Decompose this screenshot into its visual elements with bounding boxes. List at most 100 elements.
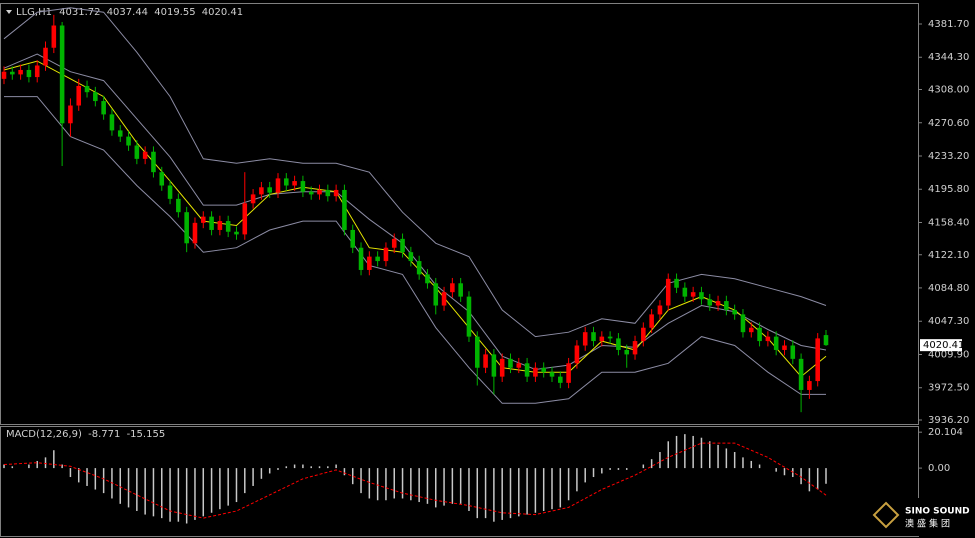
high: 4037.44 (107, 7, 148, 18)
candle-body (566, 363, 571, 383)
header: LLG,H1 4031.72 4037.44 4019.55 4020.41 (16, 7, 243, 18)
price-label-box (920, 339, 962, 352)
candle-body (68, 105, 73, 124)
candle-body (707, 299, 713, 306)
y-tick-label: 20.104 (928, 427, 963, 438)
candle-body (558, 376, 563, 383)
candle-body (225, 221, 231, 232)
candle-body (192, 222, 198, 244)
candle-body (549, 372, 555, 377)
candle-body (308, 191, 314, 195)
candle-body (541, 367, 546, 373)
candle-body (176, 198, 181, 213)
candle-body (400, 238, 405, 253)
candle-body (790, 345, 796, 359)
candle-body (533, 367, 538, 377)
candle-body (657, 305, 663, 315)
candle-body (616, 338, 621, 350)
candle-body (466, 296, 472, 337)
candle-body (798, 358, 804, 390)
candle-body (649, 314, 654, 328)
candle-body (782, 345, 787, 350)
macd-main: -8.771 (88, 429, 120, 440)
candle-body (582, 332, 588, 346)
candle-body (732, 309, 737, 315)
candle-body (358, 247, 364, 270)
candle-body (151, 151, 156, 173)
candle-body (184, 212, 189, 244)
candle-body (267, 187, 272, 193)
candle-body (217, 221, 223, 230)
candle-body (10, 71, 15, 75)
y-tick-label: 4344.30 (928, 52, 969, 63)
candle-body (508, 358, 513, 368)
candle-body (167, 185, 173, 199)
candle-body (632, 341, 638, 355)
price-label: 4020.41 (923, 340, 964, 351)
candle-body (34, 65, 40, 78)
candle-body (458, 283, 463, 297)
candle-body (740, 314, 746, 333)
candle-body (607, 336, 613, 339)
candle-body (483, 354, 488, 368)
logo-text: SINO SOUND (905, 507, 970, 517)
y-tick-label: 4270.60 (928, 118, 969, 129)
candle-body (383, 247, 389, 262)
y-tick-label: 4158.40 (928, 217, 969, 228)
candle-body (117, 130, 123, 137)
candle-body (591, 332, 596, 342)
candle-body (690, 292, 696, 297)
menu-arrow[interactable] (6, 10, 12, 14)
candle-body (474, 336, 480, 368)
candle-body (325, 189, 331, 197)
candle-body (101, 101, 106, 115)
candle-body (333, 189, 339, 197)
symbol: LLG,H1 (16, 7, 52, 18)
candle-body (142, 151, 148, 159)
candle-body (18, 69, 23, 75)
candle-body (84, 85, 90, 93)
y-tick-label: 4233.20 (928, 151, 969, 162)
candle-body (250, 194, 256, 204)
candle-body (823, 335, 829, 346)
candle-body (699, 292, 704, 300)
candle-body (682, 287, 688, 297)
y-tick-label: 4084.80 (928, 283, 969, 294)
candle-body (715, 301, 721, 306)
y-tick-label: 4047.30 (928, 316, 969, 327)
candle-body (624, 349, 630, 355)
price-pane (0, 3, 919, 425)
candle-body (134, 145, 140, 159)
y-tick-label: 0.00 (928, 463, 950, 474)
candle-body (450, 283, 455, 293)
candle-body (51, 25, 57, 48)
candle-body (748, 327, 754, 333)
y-tick-label: 4009.90 (928, 349, 969, 360)
candle-body (234, 231, 239, 235)
logo: SINO SOUND 澳盛集团 (872, 498, 972, 536)
indicator-line (4, 96, 826, 404)
y-tick-label: 3972.50 (928, 383, 969, 394)
candle-body (574, 345, 580, 364)
candle-body (126, 136, 131, 146)
candle-body (773, 336, 779, 350)
candle-body (93, 92, 98, 102)
candle-body (26, 69, 32, 78)
macd-header: MACD(12,26,9) -8.771 -15.155 (6, 429, 165, 440)
candle-body (292, 181, 297, 186)
candle-body (242, 203, 248, 235)
candle-body (43, 47, 48, 66)
candle-body (350, 229, 356, 248)
y-tick-label: 4381.70 (928, 19, 969, 30)
candle-body (815, 338, 820, 382)
candle-body (59, 25, 65, 124)
candle-body (641, 327, 646, 342)
candle-body (342, 189, 347, 230)
macd-pane (0, 426, 919, 537)
candle-body (408, 252, 414, 262)
candle-body (524, 363, 530, 377)
close: 4020.41 (202, 7, 243, 18)
macd-signal: -15.155 (127, 429, 166, 440)
